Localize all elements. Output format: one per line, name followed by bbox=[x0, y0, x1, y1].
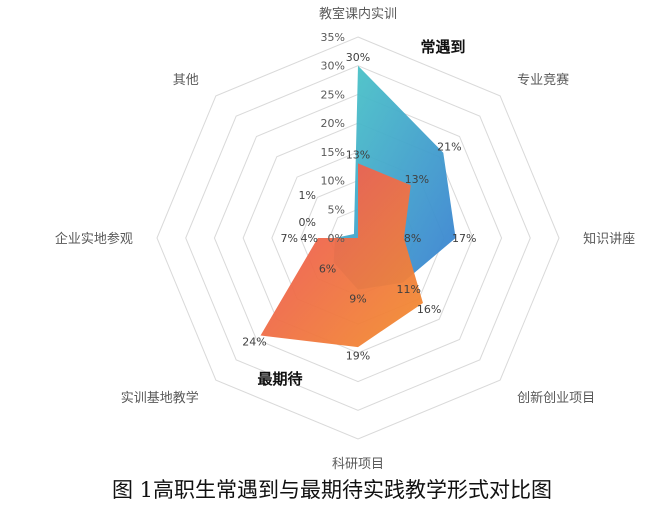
data-label: 11% bbox=[397, 283, 421, 296]
series-label-1: 最期待 bbox=[257, 370, 302, 388]
r-tick-label: 35% bbox=[321, 31, 345, 44]
data-label: 19% bbox=[346, 350, 370, 363]
data-label: 6% bbox=[319, 262, 336, 275]
data-label: 16% bbox=[417, 303, 441, 316]
r-tick-label: 10% bbox=[321, 175, 345, 188]
data-label: 8% bbox=[404, 232, 421, 245]
series-label-0: 常遇到 bbox=[420, 38, 465, 56]
data-label: 7% bbox=[281, 232, 298, 245]
category-label: 科研项目 bbox=[332, 457, 384, 470]
r-tick-label: 30% bbox=[321, 60, 345, 73]
data-label: 24% bbox=[242, 336, 266, 349]
data-label: 13% bbox=[405, 173, 429, 186]
chart-title: 图 1高职生常遇到与最期待实践教学形式对比图 bbox=[111, 478, 553, 502]
category-label: 企业实地参观 bbox=[55, 231, 133, 247]
grid-ring bbox=[213, 93, 503, 383]
data-label: 4% bbox=[301, 232, 318, 245]
series-area-1 bbox=[260, 163, 423, 348]
data-label: 17% bbox=[452, 232, 476, 245]
category-label: 创新创业项目 bbox=[517, 390, 595, 406]
category-label: 教室课内实训 bbox=[319, 6, 397, 22]
data-label: 21% bbox=[437, 141, 461, 154]
category-label: 知识讲座 bbox=[583, 231, 635, 247]
grid-ring bbox=[185, 65, 531, 411]
r-tick-label: 0% bbox=[328, 232, 345, 245]
data-label: 1% bbox=[299, 189, 316, 202]
r-tick-label: 20% bbox=[321, 117, 345, 130]
grid-ring bbox=[242, 122, 474, 354]
r-tick-label: 5% bbox=[328, 203, 345, 216]
data-label: 0% bbox=[299, 216, 316, 229]
category-label: 其他 bbox=[173, 73, 199, 88]
r-tick-label: 15% bbox=[321, 146, 345, 159]
data-label: 30% bbox=[346, 51, 370, 64]
radar-chart: 0%5%10%15%20%25%30%35%教室课内实训专业竞赛知识讲座创新创业… bbox=[55, 6, 635, 470]
r-tick-label: 25% bbox=[321, 88, 345, 101]
data-label: 9% bbox=[349, 292, 366, 305]
category-label: 实训基地教学 bbox=[121, 390, 199, 406]
category-label: 专业竞赛 bbox=[517, 72, 569, 88]
data-label: 13% bbox=[346, 149, 370, 162]
grid-ring bbox=[156, 36, 560, 440]
